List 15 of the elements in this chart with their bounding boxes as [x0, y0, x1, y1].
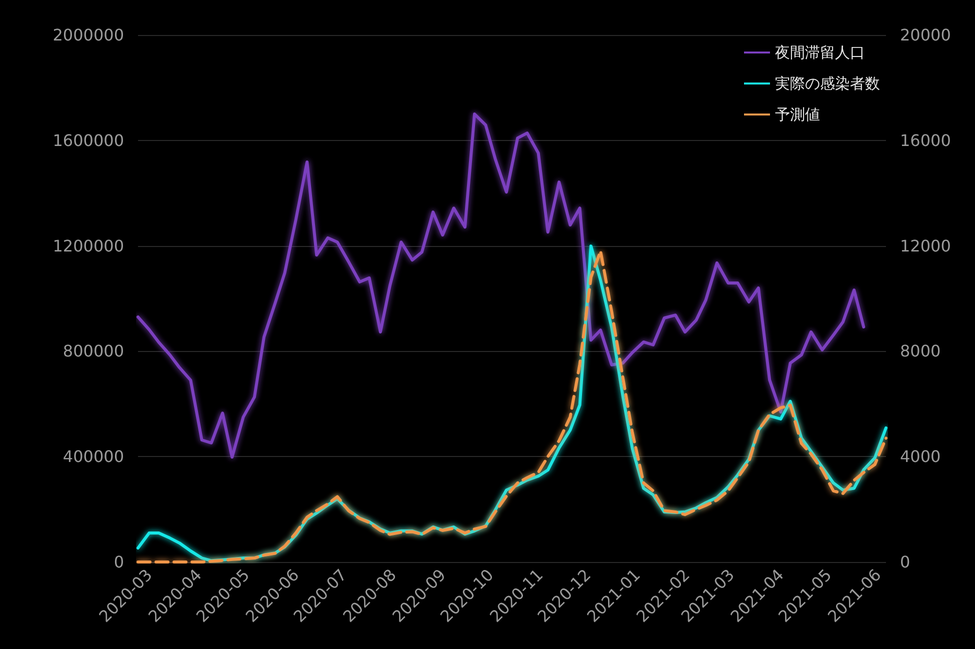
y2-tick-label: 12000 — [900, 236, 951, 256]
y-tick-label: 400000 — [62, 447, 124, 466]
y2-tick-label: 8000 — [900, 342, 941, 361]
legend-label: 実際の感染者数 — [775, 74, 880, 92]
y-tick-label: 2000000 — [52, 26, 124, 44]
legend-label: 夜間滞留人口 — [775, 44, 865, 62]
legend-label: 予測値 — [775, 106, 820, 124]
y2-tick-label: 16000 — [900, 130, 951, 150]
y-tick-label: 800000 — [62, 342, 124, 361]
y2-tick-label: 4000 — [900, 447, 941, 466]
y-tick-label: 1600000 — [52, 130, 124, 150]
y2-tick-label: 0 — [900, 552, 910, 572]
y-tick-label: 0 — [114, 552, 124, 572]
y2-tick-label: 20000 — [900, 26, 951, 44]
y-tick-label: 1200000 — [52, 236, 124, 256]
